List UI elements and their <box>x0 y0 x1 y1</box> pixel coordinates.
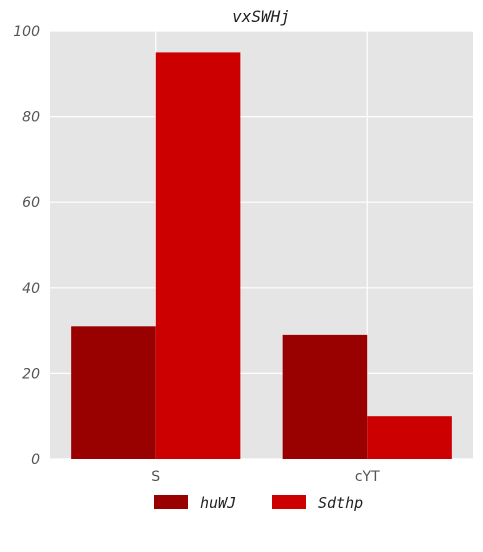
x-tick-label: S <box>151 469 160 485</box>
bar <box>71 326 156 459</box>
legend-label: Sdthp <box>318 494 363 512</box>
bar <box>155 52 241 460</box>
y-tick-label: 40 <box>22 281 40 297</box>
legend-swatch <box>272 495 306 509</box>
chart-title: vxSWHj <box>232 7 290 26</box>
x-tick-label: cYT <box>355 469 380 485</box>
bars <box>71 52 452 460</box>
y-tick-label: 0 <box>31 452 40 468</box>
y-tick-label: 60 <box>22 195 40 211</box>
legend-swatch <box>154 495 188 509</box>
y-tick-label: 100 <box>13 24 40 40</box>
legend-label: huWJ <box>200 494 236 512</box>
legend: huWJ Sdthp <box>154 494 363 512</box>
bar <box>367 416 452 459</box>
bar <box>282 334 368 459</box>
y-tick-label: 20 <box>22 366 40 382</box>
y-axis-ticks: 0 20 40 60 80 100 <box>13 24 40 468</box>
y-tick-label: 80 <box>22 110 40 126</box>
